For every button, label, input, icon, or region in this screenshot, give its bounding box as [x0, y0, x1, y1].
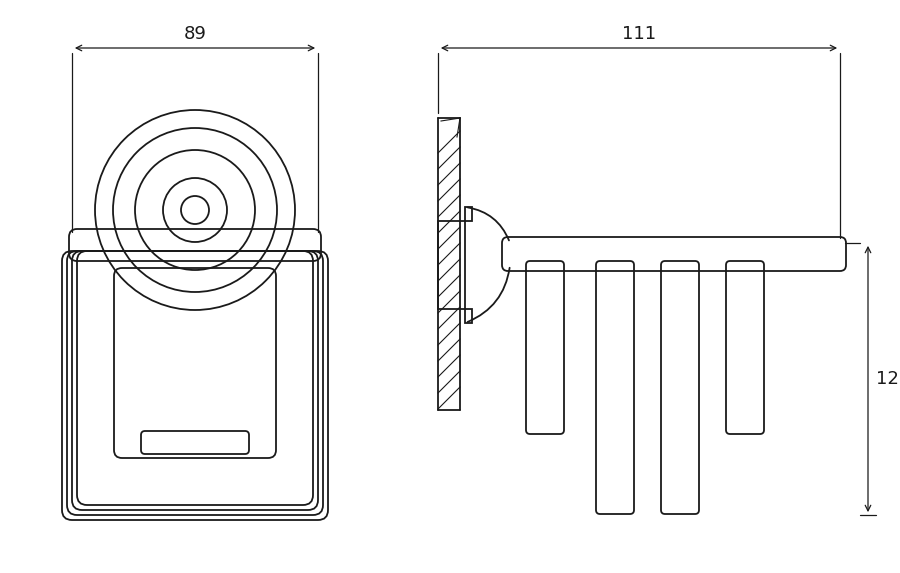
- Text: 126: 126: [876, 370, 900, 388]
- Text: 89: 89: [184, 25, 206, 43]
- Text: 111: 111: [622, 25, 656, 43]
